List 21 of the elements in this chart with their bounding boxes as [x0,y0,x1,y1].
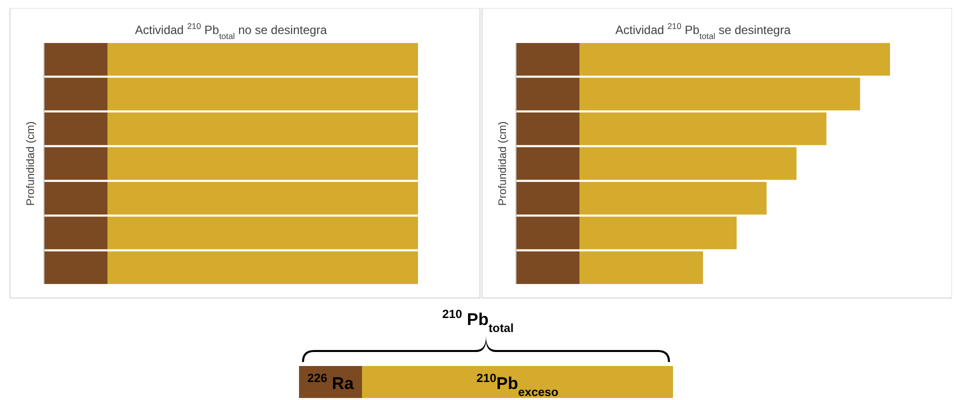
bar [580,147,796,180]
bar [516,43,580,76]
text: $^{226}$ Ra [307,371,354,393]
bar [516,78,580,110]
text: $^{210}$ Pb$_{total}$ [442,307,514,335]
bar [580,216,737,250]
chart-title: Actividad $^{210}$ Pb$_{total}$ se desintegra [615,21,791,41]
bar [516,251,580,284]
bar [516,112,580,146]
bar [516,216,580,250]
bar [516,147,580,180]
y-axis-title: Profundidad (cm) [25,121,37,206]
bar [580,182,767,215]
bar [580,43,890,76]
y-axis-title: Profundidad (cm) [497,121,509,206]
chart-title: Actividad $^{210}$ Pb$_{total}$ no se desintegra [135,21,328,41]
bar [516,182,580,215]
bar [580,251,703,284]
bar [580,78,860,110]
text: $^{210}$Pb$_{exceso}$ [476,371,558,399]
bar [580,112,826,146]
